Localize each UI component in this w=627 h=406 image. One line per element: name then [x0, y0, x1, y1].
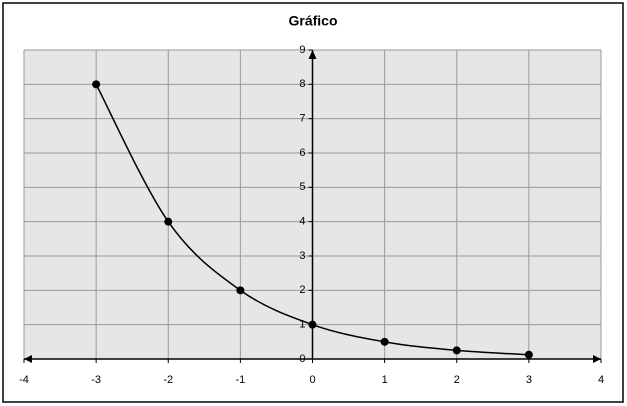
x-tick-label: 4 [598, 374, 604, 386]
data-point [236, 286, 245, 295]
y-tick-label: 0 [299, 353, 305, 365]
x-tick-label: -3 [91, 374, 101, 386]
x-tick-label: 3 [526, 374, 532, 386]
y-tick-label: 4 [299, 216, 305, 228]
data-point [380, 337, 389, 346]
x-tick-label: -2 [163, 374, 173, 386]
y-tick-label: 2 [299, 284, 305, 296]
x-tick-label: 0 [309, 374, 315, 386]
y-axis-arrow [308, 50, 317, 59]
data-point [308, 320, 317, 329]
x-tick-label: -4 [19, 374, 29, 386]
y-tick-label: 5 [299, 181, 305, 193]
data-point [452, 346, 461, 355]
data-point [524, 350, 533, 359]
x-axis-arrow [24, 355, 32, 363]
data-point [164, 217, 173, 226]
y-tick-label: 6 [299, 147, 305, 159]
y-tick-label: 7 [299, 113, 305, 125]
data-point [92, 80, 101, 89]
chart-title: Gráfico [288, 13, 337, 29]
y-tick-label: 1 [299, 319, 305, 331]
y-tick-label: 9 [299, 44, 305, 56]
x-axis-arrow [593, 355, 601, 363]
x-tick-label: -1 [235, 374, 245, 386]
x-tick-label: 2 [454, 374, 460, 386]
y-tick-label: 8 [299, 78, 305, 90]
x-tick-label: 1 [382, 374, 388, 386]
y-tick-label: 3 [299, 250, 305, 262]
